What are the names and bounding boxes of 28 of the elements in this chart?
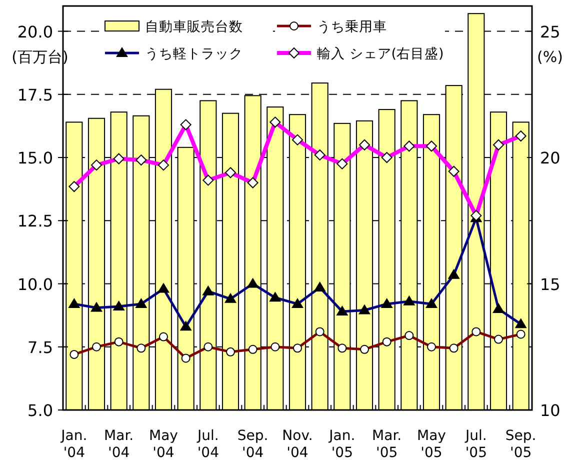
legend-label: 輸入 シェア(右目盛)	[317, 46, 444, 62]
y2-tick-label: 10	[540, 401, 560, 420]
y2-axis-title: (%)	[537, 48, 563, 66]
legend-label: 自動車販売台数	[145, 19, 243, 35]
x-tick-label: May '05	[417, 428, 446, 460]
y-axis-title: (百万台)	[12, 48, 68, 66]
y-tick-label: 12.5	[17, 212, 53, 231]
x-tick-label: May '04	[149, 428, 178, 460]
x-tick-label: Mar. '05	[372, 428, 402, 460]
x-tick-label: Jan. '04	[60, 428, 88, 460]
y-tick-label: 15.0	[17, 148, 53, 168]
y-tick-label: 7.5	[28, 338, 53, 357]
x-tick-label: Mar. '04	[104, 428, 134, 460]
y-tick-label: 10.0	[17, 274, 53, 294]
x-tick-label: Sep. '04	[237, 428, 268, 460]
y2-tick-label: 25	[540, 22, 560, 42]
y2-tick-label: 15	[540, 274, 560, 294]
y-tick-label: 17.5	[17, 85, 53, 104]
x-tick-label: Jul. '04	[196, 428, 220, 460]
x-tick-label: Sep. '05	[505, 428, 536, 460]
legend-label: うち軽トラック	[145, 46, 243, 62]
y-tick-label: 20.0	[17, 22, 53, 42]
x-tick-label: Nov. '04	[282, 428, 313, 460]
y2-tick-label: 20	[540, 148, 560, 168]
legend-label: うち乗用車	[317, 19, 387, 35]
x-tick-label: Jul. '05	[464, 428, 488, 460]
y-tick-label: 5.0	[28, 401, 53, 420]
x-tick-label: Jan. '05	[328, 428, 356, 460]
